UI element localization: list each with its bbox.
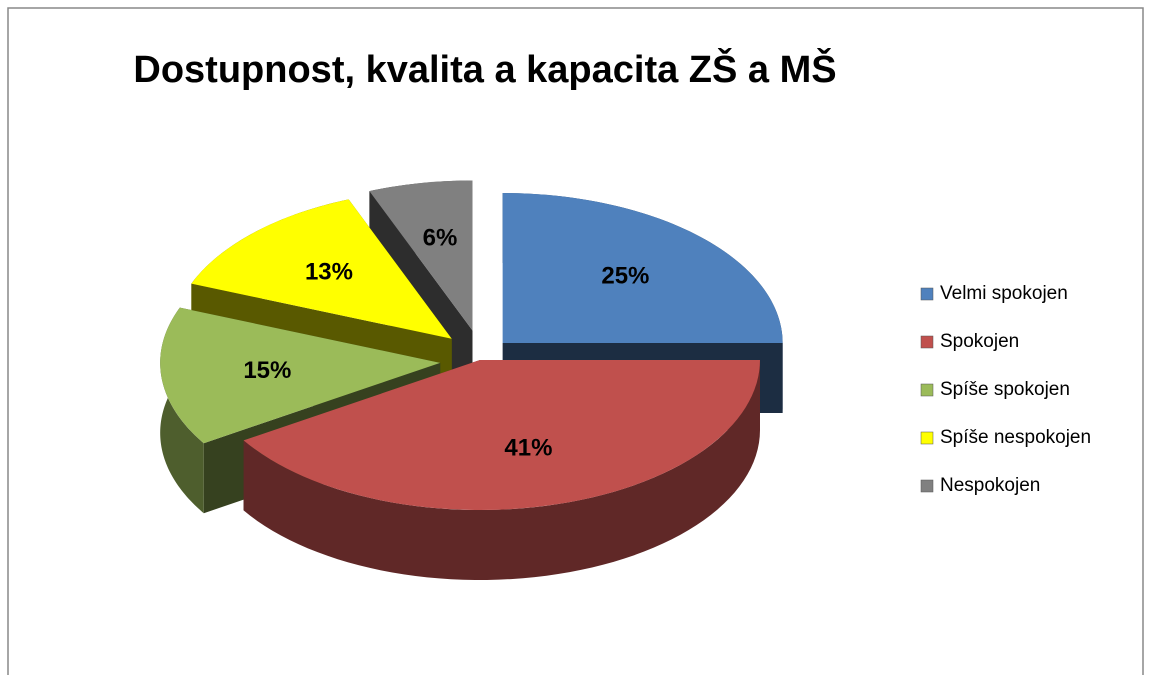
data-label: 6%	[423, 225, 458, 252]
chart-title: Dostupnost, kvalita a kapacita ZŠ a MŠ	[133, 46, 836, 91]
data-label: 15%	[243, 357, 291, 384]
legend-label: Spíše spokojen	[940, 379, 1070, 400]
legend-label: Spokojen	[940, 331, 1019, 352]
legend-label: Velmi spokojen	[940, 283, 1068, 304]
legend-swatch	[920, 383, 934, 397]
data-label: 41%	[504, 435, 552, 462]
slice	[502, 193, 783, 344]
slice	[243, 360, 760, 510]
data-label: 13%	[305, 258, 353, 285]
legend-label: Spíše nespokojen	[940, 427, 1091, 448]
slice	[160, 307, 441, 444]
legend-label: Nespokojen	[940, 475, 1040, 496]
legend-swatch	[920, 479, 934, 493]
legend-swatch	[920, 431, 934, 445]
legend-swatch	[920, 335, 934, 349]
slice-side	[243, 360, 760, 580]
legend-swatch	[920, 287, 934, 301]
data-label: 25%	[601, 263, 649, 290]
slice	[369, 180, 473, 331]
slice	[191, 199, 452, 339]
